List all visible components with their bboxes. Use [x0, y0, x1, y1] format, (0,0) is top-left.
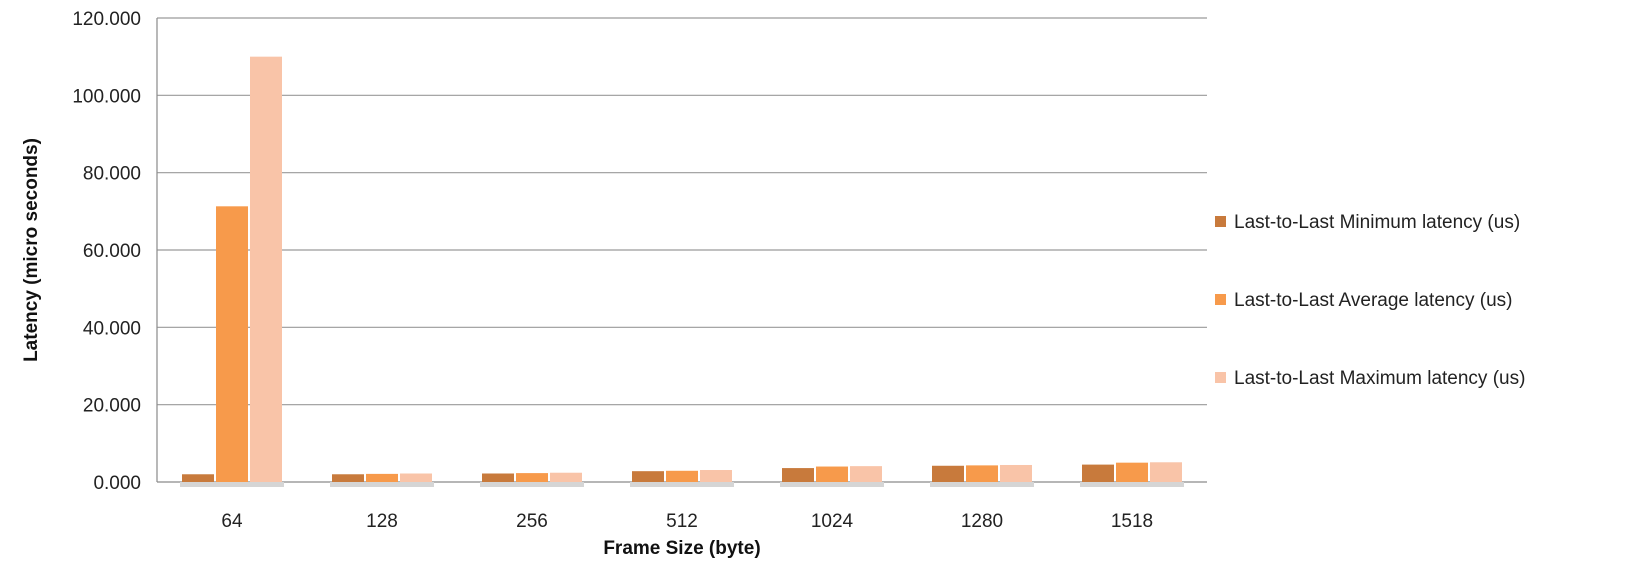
bar	[366, 473, 398, 482]
bar	[850, 466, 882, 482]
bar	[632, 471, 664, 482]
y-tick-label: 20.000	[83, 396, 141, 417]
bar	[1116, 462, 1148, 482]
bar-group-shadow	[1080, 482, 1184, 487]
x-tick-label: 1024	[811, 511, 854, 532]
y-axis-title: Latency (micro seconds)	[21, 138, 42, 362]
bar	[932, 465, 964, 482]
y-tick-label: 0.000	[93, 473, 141, 494]
bar	[216, 206, 248, 482]
bar	[332, 474, 364, 482]
y-tick-label: 40.000	[83, 318, 141, 339]
legend: Last-to-Last Minimum latency (us) Last-to…	[1215, 212, 1525, 389]
bar	[1150, 462, 1182, 482]
bar	[816, 466, 848, 482]
x-tick-label: 1518	[1111, 511, 1153, 532]
legend-swatch	[1215, 216, 1226, 227]
bar	[182, 474, 214, 482]
x-tick-label: 512	[666, 511, 698, 532]
y-tick-label: 80.000	[83, 164, 141, 185]
bar	[782, 468, 814, 482]
x-tick-label: 64	[221, 511, 243, 532]
legend-swatch	[1215, 372, 1226, 383]
bar	[250, 56, 282, 483]
bar	[516, 473, 548, 482]
bar	[550, 472, 582, 482]
bar	[666, 470, 698, 482]
y-tick-label: 120.000	[72, 9, 141, 30]
bars	[180, 56, 1184, 487]
legend-label: Last-to-Last Maximum latency (us)	[1234, 368, 1525, 389]
bar	[1082, 464, 1114, 482]
bar	[1000, 464, 1032, 482]
bar-group-shadow	[780, 482, 884, 487]
bar	[966, 465, 998, 482]
bar	[400, 473, 432, 482]
bar-group-shadow	[180, 482, 284, 487]
x-tick-label: 1280	[961, 511, 1003, 532]
bar-group-shadow	[630, 482, 734, 487]
y-tick-label: 100.000	[72, 86, 141, 107]
bar	[700, 470, 732, 482]
x-tick-label: 256	[516, 511, 548, 532]
x-axis-title: Frame Size (byte)	[603, 538, 760, 559]
x-tick-label: 128	[366, 511, 398, 532]
legend-swatch	[1215, 294, 1226, 305]
gridlines	[157, 17, 1207, 483]
legend-label: Last-to-Last Minimum latency (us)	[1234, 212, 1520, 233]
legend-label: Last-to-Last Average latency (us)	[1234, 290, 1512, 311]
bar-group-shadow	[930, 482, 1034, 487]
x-axis-ticks: 64 128 256 512 1024 1280 1518	[221, 511, 1153, 532]
bar	[482, 473, 514, 482]
bar-group-shadow	[330, 482, 434, 487]
y-tick-label: 60.000	[83, 241, 141, 262]
y-axis-ticks: 0.000 20.000 40.000 60.000 80.000 100.000 120.…	[72, 9, 141, 494]
bar-group-shadow	[480, 482, 584, 487]
